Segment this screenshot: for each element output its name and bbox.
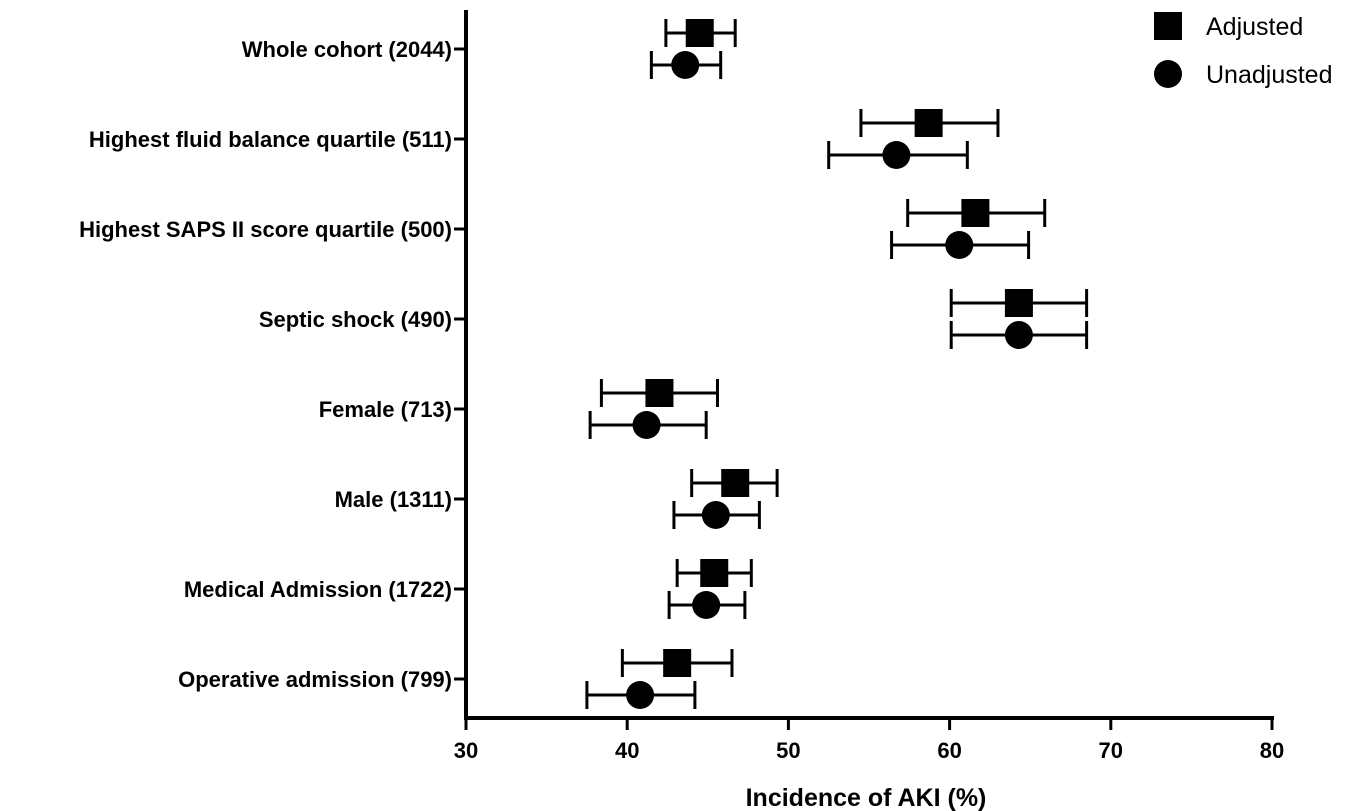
axes: 30 40 50 60 70 80 Whole cohort (2044) Highest f…: [79, 10, 1284, 763]
category-label: Female (713): [319, 397, 452, 422]
category-label: Septic shock (490): [259, 307, 452, 332]
legend-square-icon: [1154, 12, 1182, 40]
adjusted-point: [721, 469, 750, 497]
category-label: Male (1311): [335, 487, 452, 512]
adjusted-point: [961, 199, 990, 227]
x-tick-label: 40: [615, 738, 639, 763]
category-label: Whole cohort (2044): [242, 37, 452, 62]
category-label: Operative admission (799): [178, 667, 452, 692]
x-tick-label: 30: [454, 738, 478, 763]
legend-circle-icon: [1154, 60, 1182, 88]
data-marks: [585, 19, 1089, 709]
adjusted-point: [914, 109, 943, 137]
x-tick-label: 80: [1260, 738, 1284, 763]
legend-label: Unadjusted: [1206, 61, 1332, 89]
unadjusted-point: [671, 51, 700, 79]
unadjusted-point: [945, 231, 974, 259]
category-label: Medical Admission (1722): [184, 577, 452, 602]
x-tick-label: 50: [776, 738, 800, 763]
adjusted-point: [663, 649, 692, 677]
unadjusted-point: [882, 141, 911, 169]
legend: Adjusted Unadjusted: [1154, 12, 1332, 89]
legend-label: Adjusted: [1206, 13, 1303, 41]
adjusted-point: [1004, 289, 1033, 317]
unadjusted-point: [626, 681, 655, 709]
category-label: Highest SAPS II score quartile (500): [79, 217, 452, 242]
unadjusted-point: [632, 411, 661, 439]
category-label: Highest fluid balance quartile (511): [89, 127, 452, 152]
adjusted-point: [700, 559, 729, 587]
unadjusted-point: [1004, 321, 1033, 349]
unadjusted-point: [701, 501, 730, 529]
x-tick-label: 60: [937, 738, 961, 763]
x-tick-label: 70: [1099, 738, 1123, 763]
adjusted-point: [645, 379, 674, 407]
adjusted-point: [685, 19, 714, 47]
unadjusted-point: [692, 591, 721, 619]
x-axis-title: Incidence of AKI (%): [746, 784, 987, 811]
